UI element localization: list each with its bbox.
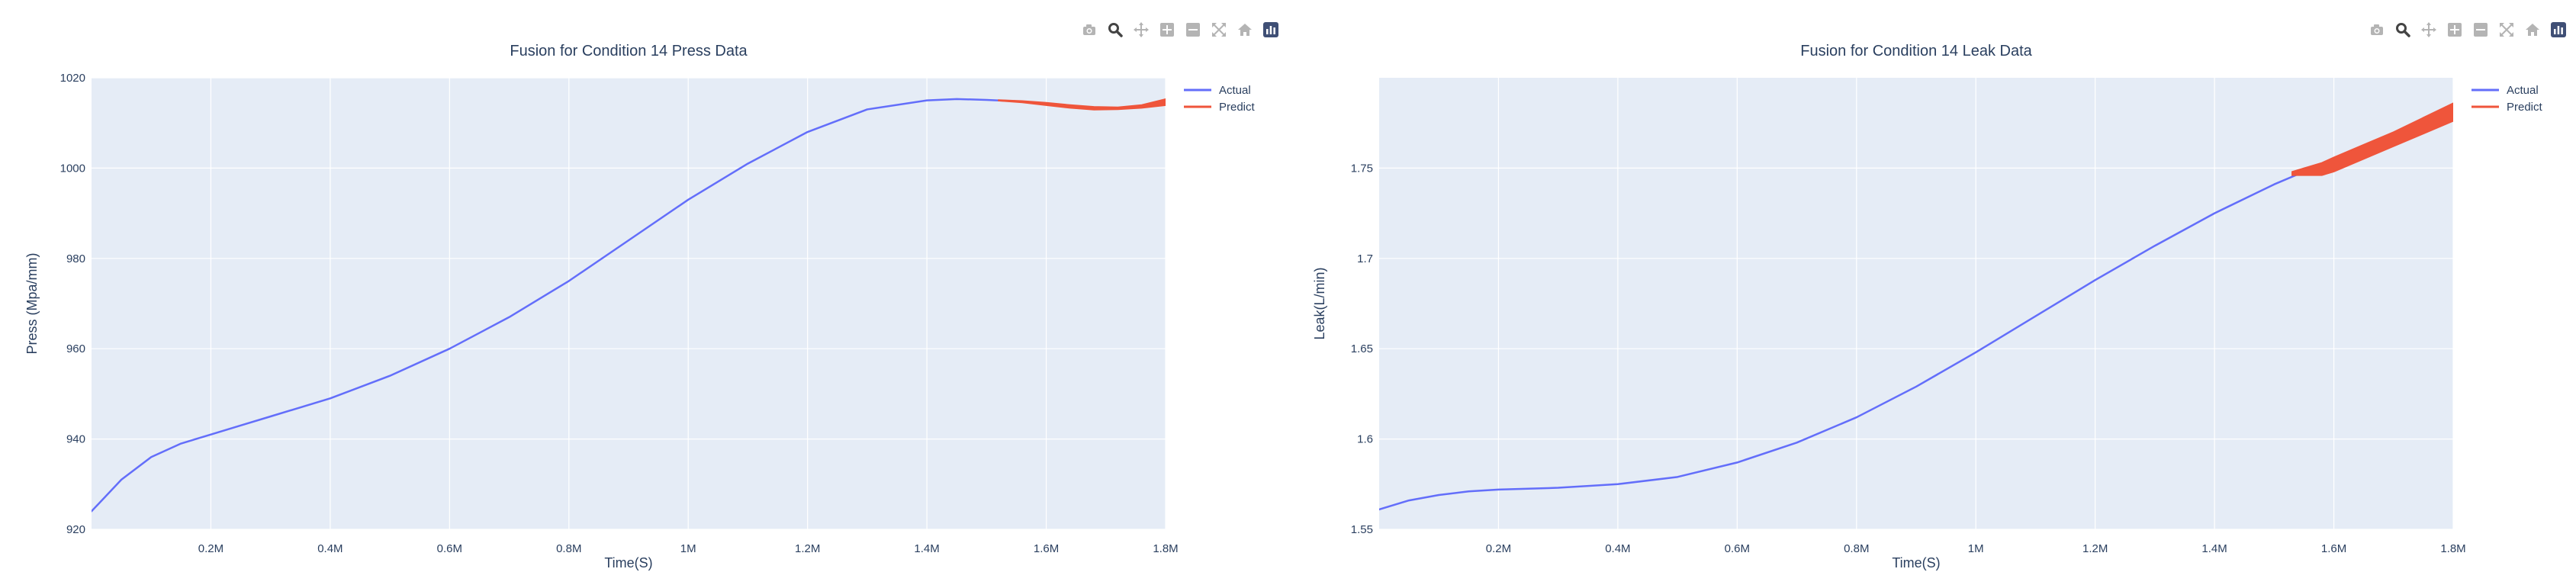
plotly-logo-icon	[1263, 22, 1278, 37]
y-tick-label: 1000	[60, 162, 85, 175]
actual-line[interactable]	[1379, 170, 2305, 511]
x-tick-label: 0.6M	[1725, 542, 1750, 555]
plotly-logo-icon	[2551, 22, 2566, 37]
y-tick-label: 940	[66, 433, 85, 446]
x-tick-label: 1M	[1968, 542, 1984, 555]
legend-item[interactable]: Actual	[2471, 84, 2539, 97]
x-axis-title: Time(S)	[604, 555, 652, 571]
chart-svg: 0.2M 0.4M 0.6M 0.8M 1M 1.2M 1.4M 1.6M 1.8M 920 940…	[24, 43, 1256, 571]
chart-title: Fusion for Condition 14 Leak Data	[1800, 43, 2032, 59]
x-tick-label: 1.6M	[1034, 542, 1059, 555]
zoom-in-button[interactable]	[1159, 21, 1175, 38]
zoom-button[interactable]	[1107, 21, 1124, 38]
zoom-in-icon	[2448, 23, 2462, 37]
y-tick-label: 1.75	[1351, 162, 1373, 175]
y-axis-title: Press (Mpa/mm)	[24, 252, 40, 354]
x-tick-label: 1.2M	[2082, 542, 2108, 555]
x-tick-label: 1M	[680, 542, 696, 555]
y-tick-label: 1.55	[1351, 523, 1373, 536]
actual-line[interactable]	[92, 98, 1018, 513]
plot-area[interactable]	[1379, 78, 2453, 529]
x-tick-label: 0.4M	[317, 542, 343, 555]
y-axis-title: Leak(L/min)	[1312, 267, 1327, 339]
data-layer	[92, 98, 1166, 513]
x-tick-label: 1.6M	[2321, 542, 2346, 555]
legend-item[interactable]: Predict	[2471, 101, 2543, 114]
x-tick-label: 0.8M	[1844, 542, 1869, 555]
x-tick-label: 0.2M	[1486, 542, 1511, 555]
x-tick-label: 0.6M	[437, 542, 462, 555]
zoom-out-button[interactable]	[1185, 21, 1201, 38]
autoscale-button[interactable]	[2498, 21, 2515, 38]
home-button[interactable]	[1237, 21, 1253, 38]
plotly-logo-button[interactable]	[1262, 21, 1279, 38]
camera-icon	[2371, 24, 2383, 35]
home-icon	[1238, 24, 1252, 36]
legend-label: Predict	[2507, 101, 2543, 114]
legend-label: Actual	[2507, 84, 2539, 97]
y-tick-label: 1.7	[1357, 252, 1373, 265]
zoom-icon	[2396, 23, 2410, 37]
legend: Actual Predict	[1184, 84, 1256, 114]
zoom-button[interactable]	[2394, 21, 2411, 38]
data-layer	[1379, 102, 2453, 511]
legend-label: Actual	[1219, 84, 1251, 97]
x-tick-label: 1.8M	[1153, 542, 1178, 555]
home-button[interactable]	[2524, 21, 2541, 38]
press-chart-panel: 0.2M 0.4M 0.6M 0.8M 1M 1.2M 1.4M 1.6M 1.8M 920 940…	[24, 21, 1279, 571]
legend-item[interactable]: Predict	[1184, 101, 1256, 114]
y-tick-label: 980	[66, 252, 85, 265]
pan-button[interactable]	[1133, 21, 1150, 38]
camera-button[interactable]	[2369, 21, 2385, 38]
predict-band[interactable]	[998, 98, 1166, 111]
y-tick-label: 1.65	[1351, 342, 1373, 355]
zoom-out-icon	[2474, 23, 2488, 37]
y-tick-label: 1.6	[1357, 433, 1373, 446]
autoscale-button[interactable]	[1211, 21, 1227, 38]
pan-button[interactable]	[2420, 21, 2437, 38]
zoom-in-button[interactable]	[2446, 21, 2463, 38]
x-tick-label: 1.8M	[2440, 542, 2465, 555]
zoom-in-icon	[1160, 23, 1174, 37]
pan-icon	[1134, 22, 1149, 37]
legend: Actual Predict	[2471, 84, 2543, 114]
leak-chart-panel: 0.2M 0.4M 0.6M 0.8M 1M 1.2M 1.4M 1.6M 1.8M 1.55 1.…	[1288, 0, 2575, 585]
autoscale-icon	[1212, 23, 1226, 37]
home-icon	[2526, 24, 2539, 36]
zoom-icon	[1108, 23, 1123, 37]
camera-button[interactable]	[1081, 21, 1098, 38]
autoscale-icon	[2500, 23, 2513, 37]
chart-svg: 0.2M 0.4M 0.6M 0.8M 1M 1.2M 1.4M 1.6M 1.8M 1.55 1.…	[1312, 43, 2543, 571]
camera-icon	[1083, 24, 1095, 35]
x-axis-title: Time(S)	[1892, 555, 1940, 571]
plot-area[interactable]	[92, 78, 1166, 529]
zoom-out-button[interactable]	[2472, 21, 2489, 38]
x-tick-label: 0.2M	[198, 542, 224, 555]
x-tick-label: 1.4M	[2201, 542, 2227, 555]
plot-modebar	[2369, 21, 2567, 38]
legend-item[interactable]: Actual	[1184, 84, 1251, 97]
x-tick-label: 1.2M	[795, 542, 820, 555]
x-tick-label: 1.4M	[914, 542, 939, 555]
legend-label: Predict	[1219, 101, 1256, 114]
x-tick-label: 0.4M	[1605, 542, 1630, 555]
x-tick-label: 0.8M	[556, 542, 581, 555]
y-tick-label: 960	[66, 342, 85, 355]
y-tick-label: 920	[66, 523, 85, 536]
plotly-logo-button[interactable]	[2550, 21, 2567, 38]
plot-modebar	[1081, 21, 1279, 38]
y-tick-label: 1020	[60, 72, 85, 85]
predict-band[interactable]	[2291, 102, 2453, 176]
zoom-out-icon	[1186, 23, 1200, 37]
pan-icon	[2421, 22, 2436, 37]
chart-title: Fusion for Condition 14 Press Data	[510, 43, 748, 59]
